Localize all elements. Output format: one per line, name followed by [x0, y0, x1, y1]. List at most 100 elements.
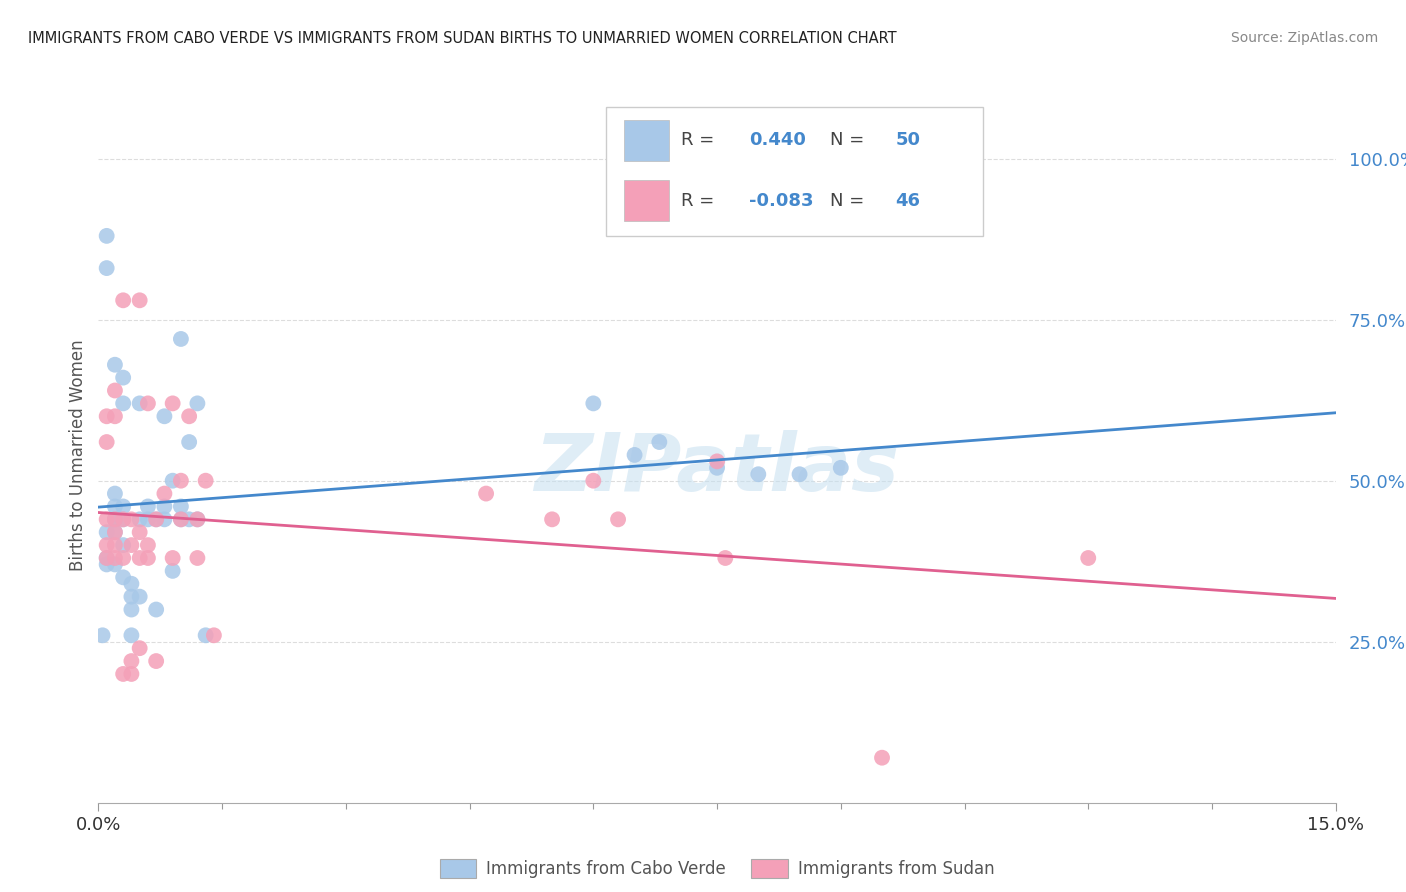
Point: [170, 500, 193, 514]
Point: [145, 512, 167, 526]
Point: [128, 551, 150, 566]
Point: [104, 551, 127, 566]
Point: [128, 396, 150, 410]
Point: [747, 467, 769, 482]
Point: [96, 551, 118, 566]
Legend: Immigrants from Cabo Verde, Immigrants from Sudan: Immigrants from Cabo Verde, Immigrants f…: [433, 853, 1001, 885]
Point: [112, 667, 135, 681]
Point: [96, 551, 118, 566]
Point: [706, 454, 728, 468]
Text: 46: 46: [896, 192, 921, 210]
Point: [112, 512, 135, 526]
Point: [91, 628, 114, 642]
Point: [706, 460, 728, 475]
Point: [120, 654, 142, 668]
Text: Source: ZipAtlas.com: Source: ZipAtlas.com: [1230, 31, 1378, 45]
Point: [162, 551, 184, 566]
Text: R =: R =: [681, 131, 720, 149]
Point: [112, 293, 135, 308]
Point: [202, 628, 225, 642]
Point: [104, 525, 127, 540]
Point: [120, 576, 142, 591]
Point: [112, 538, 135, 552]
Point: [136, 512, 159, 526]
Point: [104, 409, 127, 424]
Point: [623, 448, 645, 462]
Point: [120, 512, 142, 526]
Point: [104, 486, 127, 500]
Text: 50: 50: [896, 131, 921, 149]
Point: [136, 396, 159, 410]
Point: [186, 396, 208, 410]
FancyBboxPatch shape: [624, 180, 669, 221]
Point: [104, 538, 127, 552]
Point: [830, 460, 852, 475]
Point: [194, 474, 217, 488]
Point: [104, 512, 127, 526]
Point: [96, 228, 118, 243]
Point: [145, 654, 167, 668]
Point: [112, 396, 135, 410]
Point: [128, 512, 150, 526]
Point: [186, 512, 208, 526]
Point: [179, 409, 201, 424]
Point: [153, 486, 176, 500]
Point: [112, 370, 135, 384]
Point: [582, 396, 605, 410]
Text: N =: N =: [830, 131, 870, 149]
Point: [153, 512, 176, 526]
Point: [179, 435, 201, 450]
Point: [96, 525, 118, 540]
Point: [112, 500, 135, 514]
Text: ZIPatlas: ZIPatlas: [534, 430, 900, 508]
Point: [96, 512, 118, 526]
Point: [179, 512, 201, 526]
Point: [96, 558, 118, 572]
Point: [162, 564, 184, 578]
Point: [1077, 551, 1099, 566]
Point: [789, 467, 811, 482]
Point: [870, 750, 893, 764]
Point: [104, 558, 127, 572]
Point: [120, 667, 142, 681]
Point: [475, 486, 498, 500]
Point: [153, 409, 176, 424]
Text: 0.440: 0.440: [749, 131, 806, 149]
FancyBboxPatch shape: [624, 120, 669, 161]
Point: [170, 474, 193, 488]
Point: [96, 538, 118, 552]
Point: [104, 512, 127, 526]
Point: [128, 590, 150, 604]
Point: [714, 551, 737, 566]
Point: [194, 628, 217, 642]
Text: IMMIGRANTS FROM CABO VERDE VS IMMIGRANTS FROM SUDAN BIRTHS TO UNMARRIED WOMEN CO: IMMIGRANTS FROM CABO VERDE VS IMMIGRANTS…: [28, 31, 897, 46]
Point: [112, 570, 135, 584]
Point: [648, 435, 671, 450]
Point: [541, 512, 564, 526]
Text: -0.083: -0.083: [749, 192, 814, 210]
Point: [170, 512, 193, 526]
Point: [112, 512, 135, 526]
Point: [162, 396, 184, 410]
Point: [112, 551, 135, 566]
Point: [170, 332, 193, 346]
Point: [128, 525, 150, 540]
Point: [104, 525, 127, 540]
Point: [170, 512, 193, 526]
Point: [136, 538, 159, 552]
Point: [120, 590, 142, 604]
Point: [120, 538, 142, 552]
Y-axis label: Births to Unmarried Women: Births to Unmarried Women: [69, 339, 87, 571]
Point: [145, 512, 167, 526]
Point: [104, 512, 127, 526]
FancyBboxPatch shape: [606, 107, 983, 235]
Point: [96, 261, 118, 276]
Point: [96, 435, 118, 450]
Point: [186, 512, 208, 526]
Point: [582, 474, 605, 488]
Point: [104, 358, 127, 372]
Text: N =: N =: [830, 192, 870, 210]
Point: [96, 409, 118, 424]
Point: [145, 602, 167, 616]
Point: [136, 500, 159, 514]
